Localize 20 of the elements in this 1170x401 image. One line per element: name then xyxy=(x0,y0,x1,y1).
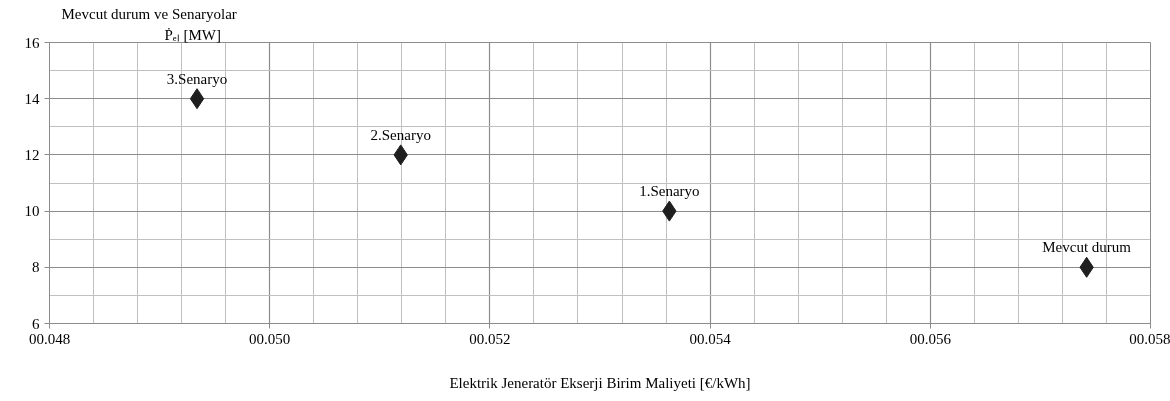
y-tick-label: 6 xyxy=(32,315,40,332)
annotation: 1.Senaryo xyxy=(639,183,700,200)
y-tick-label: 16 xyxy=(24,34,40,51)
annotation: 2.Senaryo xyxy=(370,126,431,143)
y-tick-label: 14 xyxy=(24,90,40,107)
annotation: Mevcut durum xyxy=(1042,239,1132,256)
x-tick-label: 00.056 xyxy=(909,330,952,347)
x-tick-label: 00.048 xyxy=(28,330,71,347)
x-tick-label: 00.054 xyxy=(689,330,732,347)
x-axis-title: Elektrik Jeneratör Ekserji Birim Maliyeti [€/kWh] xyxy=(449,374,751,391)
y-axis-title: Ṗₑₗ [MW] xyxy=(164,26,221,43)
point xyxy=(189,88,205,110)
y-tick-label: 10 xyxy=(24,203,40,220)
x-tick-label: 00.052 xyxy=(469,330,511,347)
y-tick-label: 12 xyxy=(24,146,40,163)
x-tick-label: 00.050 xyxy=(249,330,291,347)
chart-title: Mevcut durum ve Senaryolar xyxy=(61,5,237,22)
x-tick-label: 00.058 xyxy=(1129,330,1170,347)
annotation: 3.Senaryo xyxy=(166,70,228,87)
y-tick-label: 8 xyxy=(32,259,40,276)
